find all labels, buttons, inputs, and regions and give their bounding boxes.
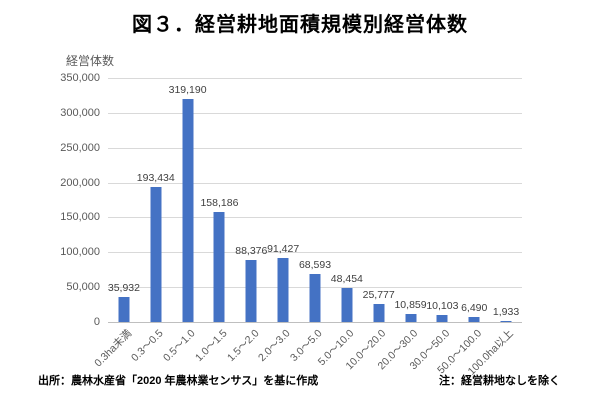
x-axis-tick-label: 0.5～1.0 [160,327,198,364]
bar [309,274,321,322]
y-axis-tick-label: 100,000 [60,246,100,259]
bar [405,314,417,322]
source-note: 出所：農林水産省「2020 年農林業センサス」を基に作成 [38,375,319,387]
bar [341,288,353,322]
bar-value-label: 10,859 [394,299,427,312]
x-axis-tick-label: 1.5～2.0 [224,327,262,364]
bar [245,260,257,322]
bar [118,296,130,322]
y-axis-tick-label: 200,000 [60,176,100,189]
y-axis-tick-label: 50,000 [66,281,100,294]
gridline [108,217,522,219]
gridline [108,182,522,184]
bar-value-label: 35,932 [107,281,140,294]
gridline [108,147,522,149]
bar-value-label: 91,427 [267,243,300,256]
bar-value-label: 193,434 [136,172,175,185]
x-axis-tick-label: 0.3ha未満 [91,327,134,370]
bar-value-label: 48,454 [330,273,363,286]
gridline [108,252,522,254]
x-axis-tick-label: 2.0～3.0 [256,327,294,364]
bar-value-label: 319,190 [168,84,207,97]
y-axis-tick-label: 350,000 [60,72,100,84]
bar [150,187,162,322]
gridline [108,112,522,114]
exclusion-note: 注：経営耕地なしを除く [439,375,560,387]
bar-value-label: 88,376 [235,245,268,258]
bar-value-label: 1,933 [492,305,520,318]
bar-value-label: 6,490 [461,302,488,315]
bar [436,314,448,322]
gridline [108,78,522,79]
y-axis-tick-label: 300,000 [60,106,100,119]
bar-value-label: 158,186 [200,196,239,209]
bar [500,320,512,322]
plot-area: 35,932 0.3ha未満 193,434 0.3～0.5 319,190 0.5～1.… [92,78,522,378]
bar [468,317,480,322]
bar [277,258,289,322]
y-axis-tick-label: 250,000 [60,141,100,154]
bar-value-label: 25,777 [362,289,395,302]
bar [373,304,385,322]
y-axis-title: 経営体数 [66,54,115,68]
bar-value-label: 68,593 [298,259,332,272]
chart-title: 図３．経営耕地面積規模別経営体数 [132,14,468,36]
bar [213,211,225,322]
y-axis-tick-label: 0 [93,316,100,328]
bar-value-label: 10,103 [426,299,459,312]
bar [182,99,194,322]
x-axis-tick-label: 1.0～1.5 [192,327,230,364]
x-axis-tick-label: 0.3～0.5 [129,327,166,364]
y-axis-tick-label: 150,000 [60,211,100,224]
